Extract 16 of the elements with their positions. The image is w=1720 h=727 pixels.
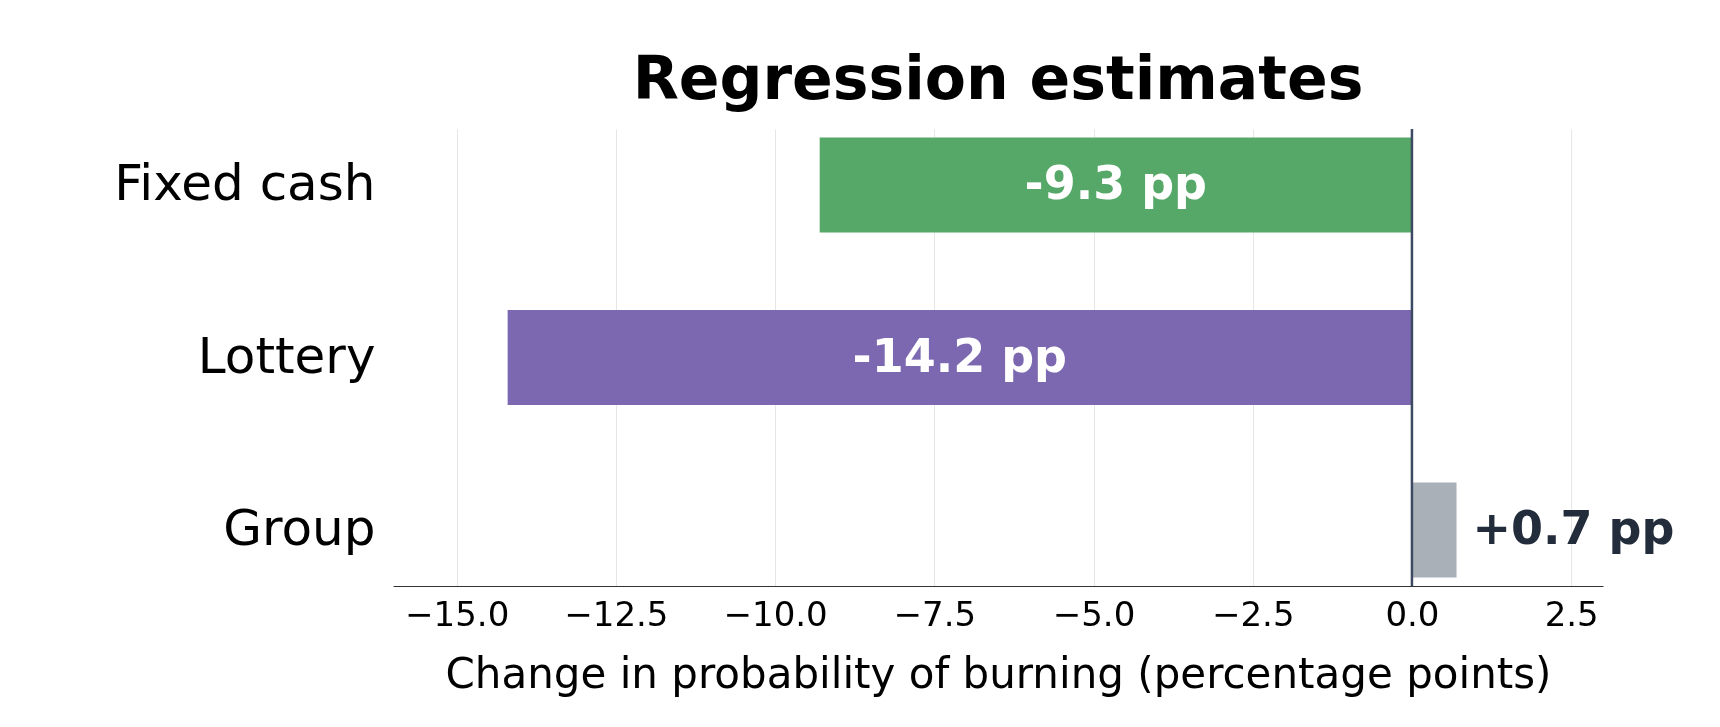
x-tick-label: 0.0 [1385, 593, 1440, 634]
x-tick-label: −10.0 [723, 593, 828, 634]
data-label: -9.3 pp [1024, 156, 1208, 211]
data-label: -14.2 pp [852, 328, 1068, 383]
x-axis-title: Change in probability of burning (percentage points) [445, 648, 1552, 698]
x-tick-label: −15.0 [405, 593, 510, 634]
y-tick-label: Lottery [197, 326, 376, 385]
x-tick-label: −7.5 [893, 593, 977, 634]
data-label: +0.7 pp [1472, 500, 1675, 555]
y-tick-label: Fixed cash [114, 154, 376, 213]
x-tick-label: −2.5 [1211, 593, 1295, 634]
x-tick-label: 2.5 [1544, 593, 1599, 634]
x-tick-label: −5.0 [1052, 593, 1136, 634]
y-tick-label: Group [223, 498, 376, 557]
x-tick-label: −12.5 [564, 593, 669, 634]
chart-title: Regression estimates [632, 42, 1364, 113]
